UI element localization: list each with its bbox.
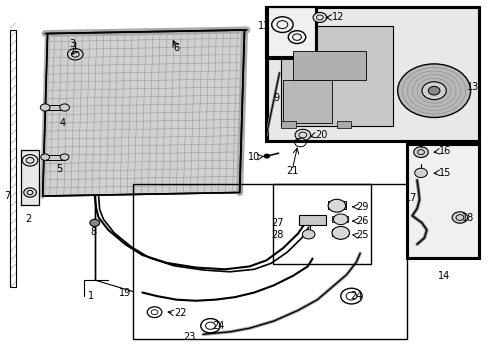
Bar [281, 121, 295, 128]
Circle shape [451, 212, 467, 223]
Text: 14: 14 [437, 271, 449, 282]
Text: 5: 5 [57, 164, 63, 174]
Text: 3: 3 [69, 39, 75, 49]
Bar [298, 215, 325, 225]
Text: 23: 23 [183, 332, 196, 342]
Circle shape [22, 155, 38, 166]
Circle shape [414, 168, 427, 177]
Bar [281, 26, 392, 126]
Bar [132, 184, 407, 339]
Bar [45, 105, 64, 111]
Circle shape [331, 226, 349, 239]
Bar [266, 7, 317, 59]
Bar [272, 184, 370, 264]
Text: 8: 8 [90, 227, 97, 237]
Text: 13: 13 [466, 82, 478, 92]
Bar [21, 150, 39, 205]
Circle shape [60, 104, 69, 111]
Text: 9: 9 [272, 93, 279, 103]
Circle shape [60, 154, 69, 160]
Circle shape [327, 199, 345, 212]
Bar [267, 8, 316, 58]
Text: 17: 17 [404, 193, 417, 203]
Circle shape [333, 214, 347, 225]
Text: 4: 4 [59, 118, 65, 128]
Text: 24: 24 [349, 291, 362, 301]
Bar [10, 30, 17, 287]
Circle shape [421, 82, 446, 100]
Circle shape [302, 230, 314, 239]
Text: 24: 24 [212, 321, 224, 332]
Circle shape [427, 86, 439, 95]
Text: 15: 15 [438, 168, 450, 178]
Text: 20: 20 [314, 130, 326, 140]
Bar [266, 7, 479, 143]
Text: 27: 27 [270, 218, 283, 228]
Text: 12: 12 [331, 13, 344, 22]
Circle shape [312, 13, 326, 22]
Circle shape [40, 104, 50, 111]
Bar [331, 216, 347, 222]
Bar [292, 51, 366, 80]
Text: 29: 29 [356, 202, 368, 212]
Text: 2: 2 [25, 214, 31, 224]
Text: 11: 11 [258, 21, 270, 31]
Circle shape [397, 64, 469, 117]
Bar [283, 80, 331, 123]
Circle shape [90, 219, 100, 226]
Circle shape [264, 154, 269, 158]
Bar [407, 144, 479, 258]
Text: 18: 18 [461, 212, 473, 222]
Bar [327, 202, 345, 209]
Text: 28: 28 [270, 230, 283, 240]
Text: 26: 26 [356, 216, 368, 226]
Circle shape [294, 129, 310, 141]
Bar [336, 121, 351, 128]
Circle shape [24, 188, 36, 197]
Text: 16: 16 [438, 147, 450, 157]
Polygon shape [42, 30, 244, 196]
Text: 19: 19 [119, 288, 131, 297]
Circle shape [67, 49, 83, 60]
Text: 21: 21 [285, 166, 298, 176]
Text: 25: 25 [356, 230, 368, 240]
Bar [331, 229, 347, 237]
Circle shape [413, 147, 427, 157]
Text: 22: 22 [174, 308, 186, 318]
Bar [407, 145, 478, 258]
Circle shape [41, 154, 49, 160]
Text: 7: 7 [4, 191, 10, 201]
Text: 6: 6 [173, 43, 179, 53]
Bar [267, 8, 478, 141]
Bar [45, 155, 64, 159]
Text: 10: 10 [248, 152, 260, 162]
Text: 1: 1 [88, 291, 94, 301]
